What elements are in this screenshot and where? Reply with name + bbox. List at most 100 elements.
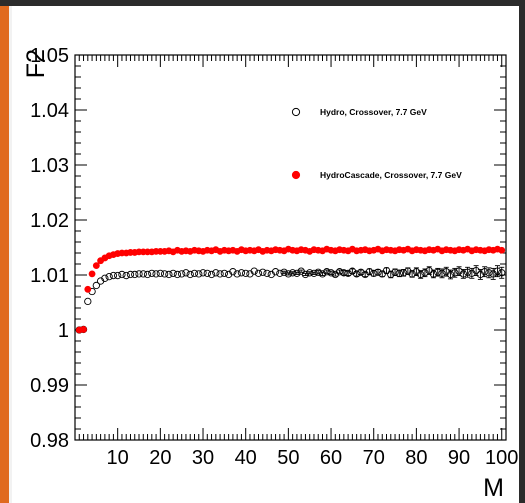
hydro-point — [165, 270, 173, 279]
hydro-point — [352, 270, 361, 278]
plot-frame — [74, 54, 507, 441]
hydro-point — [399, 269, 408, 277]
hydro-point — [199, 269, 207, 277]
hydro-point — [173, 270, 182, 279]
hydro-point — [288, 269, 297, 277]
hydro-point — [152, 270, 160, 278]
hydro-point — [148, 269, 156, 277]
hydro-point — [293, 269, 301, 277]
hydro-point — [122, 271, 130, 280]
hydro-point — [203, 269, 211, 277]
hydro-point — [186, 270, 194, 279]
hydro-point — [207, 270, 216, 279]
hydro-point — [429, 270, 438, 278]
legend-label: HydroCascade, Crossover, 7.7 GeV — [320, 170, 462, 180]
hydro-point — [327, 269, 335, 277]
hydro-point — [357, 268, 365, 276]
hydro-point — [301, 270, 310, 279]
x-tick-label: 10 — [107, 447, 129, 469]
hydro-point — [114, 271, 122, 280]
hydro-point — [417, 270, 425, 279]
hydro-point — [284, 270, 293, 278]
y-tick-label: 1.05 — [30, 45, 69, 67]
hydro-point — [472, 266, 480, 275]
hydro-point — [233, 270, 241, 278]
hydro-point — [135, 270, 143, 278]
hydro-point — [310, 269, 318, 277]
slide-accent-edge — [9, 6, 12, 503]
hydro-point — [195, 270, 203, 278]
y-tick-label: 1 — [58, 320, 69, 342]
hydro-point — [237, 269, 246, 277]
y-tick-label: 1.04 — [30, 100, 69, 122]
hydro-point — [365, 268, 374, 276]
hydro-point — [131, 270, 139, 279]
hydro-point — [485, 269, 493, 277]
hydrocascade-point — [88, 270, 96, 278]
hydro-point — [276, 269, 284, 277]
hydro-point — [259, 268, 267, 276]
hydro-point — [438, 269, 446, 277]
hydro-point — [242, 269, 250, 277]
x-tick-label: 20 — [149, 447, 171, 469]
hydro-point — [263, 269, 271, 277]
hydro-point — [178, 270, 186, 278]
hydro-point — [408, 270, 416, 278]
x-tick-label: 90 — [448, 447, 470, 469]
legend-label: Hydro, Crossover, 7.7 GeV — [320, 107, 427, 117]
hydro-point — [254, 269, 263, 277]
hydro-point — [370, 269, 378, 277]
y-axis-ticks: 0.98 0.99 1 1.01 1.02 1.03 1.04 1.05 — [30, 45, 506, 452]
hydro-point — [118, 270, 126, 279]
slide-accent-bar — [0, 6, 9, 503]
hydro-point — [421, 269, 429, 277]
x-axis-ticks: 10 20 30 40 50 60 70 80 90 100 — [78, 55, 518, 469]
y-tick-label: 1.03 — [30, 155, 69, 177]
y-axis-label: F2 — [22, 49, 50, 78]
hydro-point — [126, 270, 135, 279]
hydro-point — [459, 270, 467, 278]
hydro-point — [382, 266, 391, 275]
hydro-point — [481, 268, 489, 276]
hydro-point — [463, 268, 472, 276]
hydro-point — [92, 281, 100, 290]
hydro-point — [182, 269, 190, 277]
x-tick-label: 50 — [277, 447, 299, 469]
hydro-point — [190, 269, 199, 277]
y-tick-label: 1.01 — [30, 265, 69, 287]
hydro-point — [84, 297, 92, 306]
hydro-point — [139, 270, 147, 278]
hydro-point — [229, 268, 237, 276]
x-tick-label: 100 — [485, 447, 518, 469]
hydro-point — [493, 267, 502, 275]
legend-marker — [291, 170, 301, 180]
x-tick-label: 80 — [405, 447, 427, 469]
hydro-point — [318, 270, 327, 278]
hydro-point — [280, 268, 288, 276]
hydro-point — [323, 268, 331, 276]
hydrocascade-point — [498, 246, 506, 254]
hydro-point — [374, 268, 382, 276]
hydro-point — [156, 269, 164, 277]
hydro-point — [250, 267, 258, 275]
hydro-point — [169, 269, 177, 277]
hydro-point — [498, 269, 506, 277]
hydro-point — [306, 269, 314, 277]
hydrocascade-point — [92, 262, 100, 270]
legend-marker — [291, 107, 301, 117]
hydrocascade-point — [80, 326, 87, 333]
y-tick-label: 0.98 — [30, 430, 69, 452]
hydro-point — [212, 269, 220, 277]
x-axis-label: M — [483, 474, 504, 502]
x-tick-label: 60 — [320, 447, 342, 469]
hydro-point — [143, 270, 152, 279]
hydro-point — [391, 268, 399, 276]
x-tick-label: 40 — [235, 447, 257, 469]
hydro-point — [340, 269, 348, 277]
hydro-point — [446, 270, 455, 279]
x-tick-label: 30 — [192, 447, 214, 469]
hydro-point — [271, 268, 280, 276]
data-series — [75, 245, 506, 334]
y-tick-label: 1.02 — [30, 210, 69, 232]
